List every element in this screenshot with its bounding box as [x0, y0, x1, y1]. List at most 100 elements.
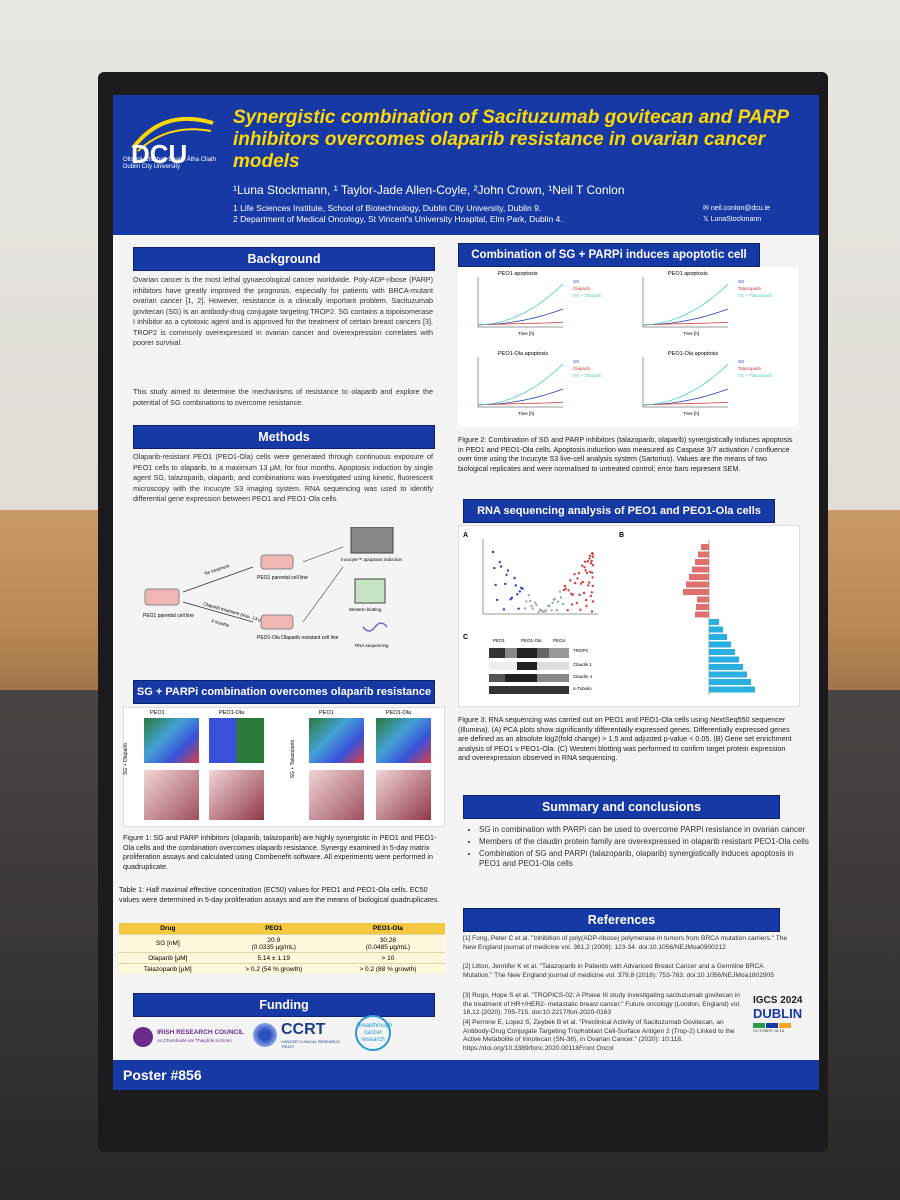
volcano-point	[591, 584, 594, 588]
ec50-cell: > 0.2 (88 % growth)	[330, 963, 445, 974]
reference-1: [1] Fong, Peter C et al. "Inhibition of …	[463, 935, 788, 951]
logo-text: DCU	[131, 139, 187, 169]
ec50-table: Drug PEO1 PEO1-Ola SG [nM] 20.9 (0.0335 …	[119, 923, 445, 974]
arrow-no-treatment	[182, 566, 254, 593]
series-olaparib	[477, 402, 564, 406]
volcano-point	[581, 564, 584, 567]
heatmap-peo1-ola-top	[144, 718, 199, 763]
x-axis-label: Time [h]	[518, 331, 534, 336]
volcano-point	[570, 592, 573, 595]
figure-3-caption: Figure 3: RNA sequencing was carried out…	[458, 715, 792, 762]
gsea-bar	[709, 649, 735, 655]
fig1-sg-talazoparib-label: SG + Talazoparib	[290, 739, 297, 779]
volcano-point	[551, 601, 554, 605]
affiliation-1: 1 Life Sciences Institute, School of Bio…	[233, 203, 542, 213]
volcano-point	[591, 600, 595, 603]
poster-screen: DCU Ollscoil Chathair Bhaile Átha Cliath…	[113, 95, 819, 1090]
diagram-duration: 4 months	[211, 618, 231, 628]
volcano-point	[561, 602, 565, 606]
gsea-bar	[701, 544, 709, 550]
volcano-point	[574, 581, 577, 585]
panel-c-label: C	[463, 634, 469, 641]
volcano-point	[566, 609, 569, 612]
heatmap-peo1ola-tala-bottom	[376, 770, 431, 820]
wb-peo1: PEO1	[493, 638, 506, 643]
x-axis-label: Time [h]	[683, 331, 699, 336]
volcano-point	[527, 593, 531, 597]
ec50-cell: Talazoparib [µM]	[119, 963, 217, 974]
funding-logos: IRISH RESEARCH COUNCIL An Chomhairle um …	[123, 1015, 443, 1055]
volcano-point	[583, 566, 586, 569]
ec50-header-peo1ola: PEO1-Ola	[330, 923, 445, 935]
apoptosis-heading: Combination of SG + PARPi induces apopto…	[458, 243, 760, 283]
volcano-point	[576, 577, 579, 580]
poster-footer: Poster #856	[113, 1060, 819, 1090]
volcano-point	[562, 588, 566, 592]
fig1-sg-olaparib-label: SG + Olaparib	[122, 743, 129, 775]
ccrt-subtitle: CANCER CLINICAL RESEARCH TRUST	[281, 1039, 341, 1049]
volcano-point	[514, 584, 518, 587]
gsea-bar	[683, 589, 709, 595]
western-blot-panel: PEO1 PEO1-Ola PEO4 TROP2 Claudin 1 Claud…	[471, 638, 611, 700]
ec50-cell: 5.14 ± 1.19	[216, 952, 331, 964]
heatmap-peo1ola-ola-top	[209, 718, 264, 763]
table-row: Olaparib [µM] 5.14 ± 1.19 > 10	[119, 952, 445, 964]
volcano-point	[520, 586, 523, 589]
figure-1-synergy-maps: PEO1 PEO1-Ola PEO1 PEO1-Ola SG + Olapari…	[123, 707, 445, 827]
background-heading: Background	[133, 247, 435, 271]
contact-email: neil.conlon@dcu.ie	[710, 205, 771, 212]
list-item: Combination of SG and PARPi (talazoparib…	[479, 849, 809, 869]
gsea-bar	[709, 679, 751, 685]
plot-peo1ola-olaparib: PEO1-Ola apoptosis Time [h] SG Olaparib …	[477, 351, 602, 416]
gsea-bar	[709, 664, 743, 670]
gsea-bar	[709, 619, 719, 625]
gsea-bar	[709, 626, 723, 633]
plot-peo1-olaparib: PEO1 apoptosis Time [h] SG Olaparib SG +…	[477, 271, 602, 336]
reference-2: [2] Litton, Jennifer K et al. "Talazopar…	[463, 963, 774, 979]
diagram-rna: RNA sequencing	[355, 643, 389, 648]
table-row: SG [nM] 20.9 (0.0335 µg/mL) 30.28 (0.048…	[119, 934, 445, 953]
legend-talazoparib: Talazoparib	[738, 366, 762, 371]
logo-subtext: Ollscoil Chathair Bhaile Átha Cliath Dub…	[123, 157, 217, 170]
series-sg-olaparib	[477, 364, 564, 406]
volcano-point	[591, 555, 595, 558]
volcano-point	[494, 583, 497, 587]
diagram-western: Western blotting	[349, 607, 382, 612]
legend-sg: SG	[573, 279, 580, 284]
plot-peo1ola-talazoparib: PEO1-Ola apoptosis Time [h] SG Talazopar…	[642, 351, 773, 416]
wb-band-claudin4	[489, 674, 569, 682]
ec50-cell: SG [nM]	[119, 934, 217, 953]
diagram-parental-label: PEO1 parental cell line	[143, 613, 194, 619]
plot-title: PEO1 apoptosis	[668, 271, 708, 277]
volcano-point	[577, 572, 581, 575]
legend-sg-talazoparib: SG + Talazoparib	[738, 293, 773, 298]
reference-3: [3] Rugo, Hope S et al. "TROPICS-02: A P…	[463, 992, 741, 1017]
legend-talazoparib: Talazoparib	[738, 286, 762, 291]
volcano-point	[588, 557, 591, 560]
summary-list: SG in combination with PARPi can be used…	[465, 825, 809, 871]
volcano-point	[591, 571, 594, 574]
x-axis-label: Time [h]	[518, 411, 534, 416]
heatmap-peo1-ola-bottom	[144, 770, 199, 820]
ec50-cell: 20.9 (0.0335 µg/mL)	[216, 934, 331, 953]
volcano-point	[563, 584, 567, 588]
volcano-point	[495, 598, 499, 602]
gsea-bar	[709, 634, 727, 640]
wb-peo1ola: PEO1-Ola	[521, 638, 542, 643]
volcano-point	[493, 566, 496, 570]
ec50-header-drug: Drug	[119, 923, 217, 935]
wb-band-trop2	[489, 648, 569, 658]
volcano-point	[575, 601, 578, 605]
legend-olaparib: Olaparib	[573, 286, 591, 291]
ec50-cell: 30.28 (0.0485 µg/mL)	[330, 934, 445, 953]
fig1-peo1ola-left: PEO1-Ola	[219, 710, 245, 716]
volcano-point	[530, 604, 533, 608]
wb-band-tubulin	[489, 686, 569, 694]
contact-handle: LunaStockmann	[710, 216, 762, 223]
heatmap-peo1-tala-top	[309, 718, 364, 763]
series-talazoparib	[642, 402, 729, 406]
contact-info: ✉ neil.conlon@dcu.ie 𝕏 LunaStockmann	[703, 203, 813, 225]
legend-sg-olaparib: SG + Olaparib	[573, 293, 602, 298]
volcano-point	[567, 589, 570, 592]
gsea-bar	[689, 574, 709, 580]
